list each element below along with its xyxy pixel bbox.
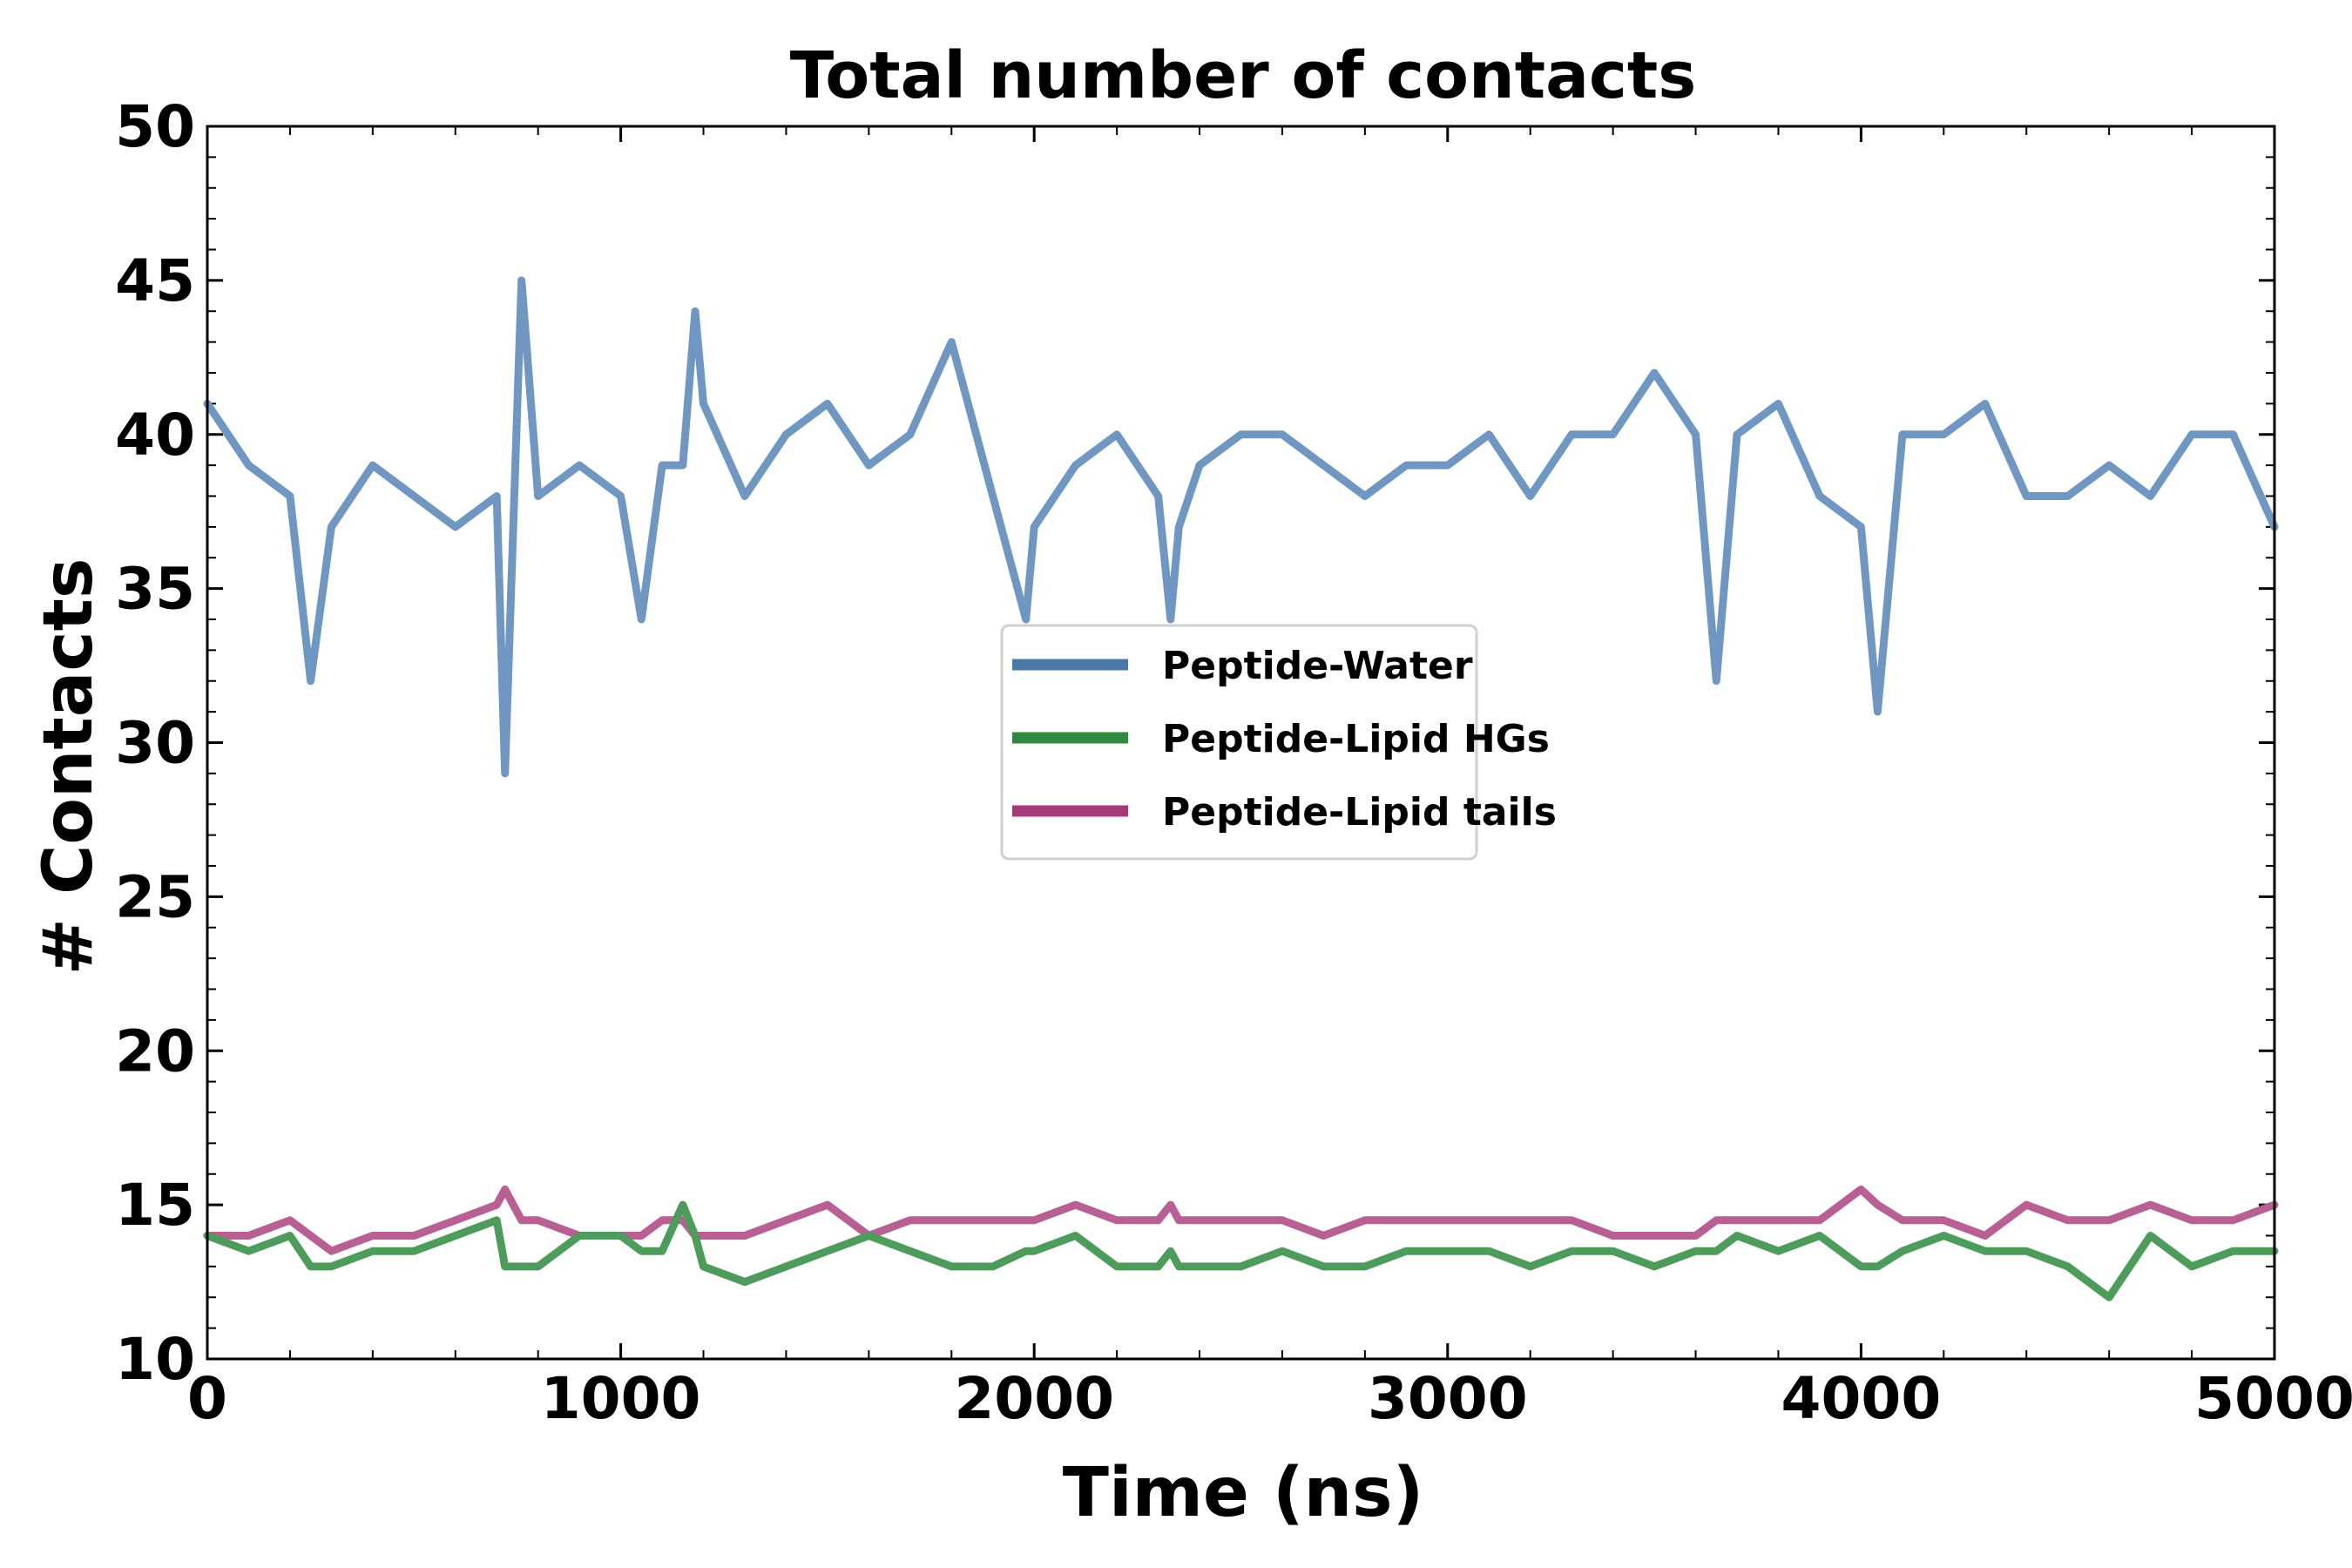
series-line-peptide-lipid-hgs [203,1200,2279,1301]
series-line-peptide-lipid-tails [203,1185,2279,1255]
x-tick-label: 0 [187,1365,227,1432]
x-tick-label: 2000 [954,1365,1114,1432]
series-line-peptide-water [203,276,2279,778]
x-axis-label: Time (ns) [1063,1454,1424,1532]
y-tick-label: 50 [115,93,195,160]
legend-box [1000,624,1478,861]
y-axis-label: # Contacts [30,558,108,976]
y-tick-label: 25 [115,863,195,930]
legend-label: Peptide-Water [1162,644,1473,688]
x-tick-label: 5000 [2194,1365,2352,1432]
y-tick-label: 15 [115,1172,195,1239]
y-tick-label: 30 [115,710,195,777]
plot-frame [206,125,2276,1361]
x-tick-label: 3000 [1368,1365,1528,1432]
y-tick-label: 40 [115,402,195,469]
chart-title: Total number of contacts [790,38,1697,113]
tick-labels: 0 1000 2000 3000 4000 5000 10 15 20 25 30 35 40 45 50 [115,93,2352,1432]
legend-label: Peptide-Lipid HGs [1162,717,1550,761]
y-tick-label: 20 [115,1017,195,1085]
y-tick-label: 35 [115,556,195,623]
x-tick-label: 4000 [1781,1365,1942,1432]
series-layer [203,276,2279,1301]
x-tick-label: 1000 [541,1365,701,1432]
y-tick-label: 45 [115,247,195,314]
legend: Peptide-Water Peptide-Lipid HGs Peptide-Li… [1000,624,1557,861]
legend-entries: Peptide-Water Peptide-Lipid HGs Peptide-Li… [1012,644,1557,835]
legend-label: Peptide-Lipid tails [1162,790,1557,835]
y-tick-label: 10 [115,1326,195,1393]
